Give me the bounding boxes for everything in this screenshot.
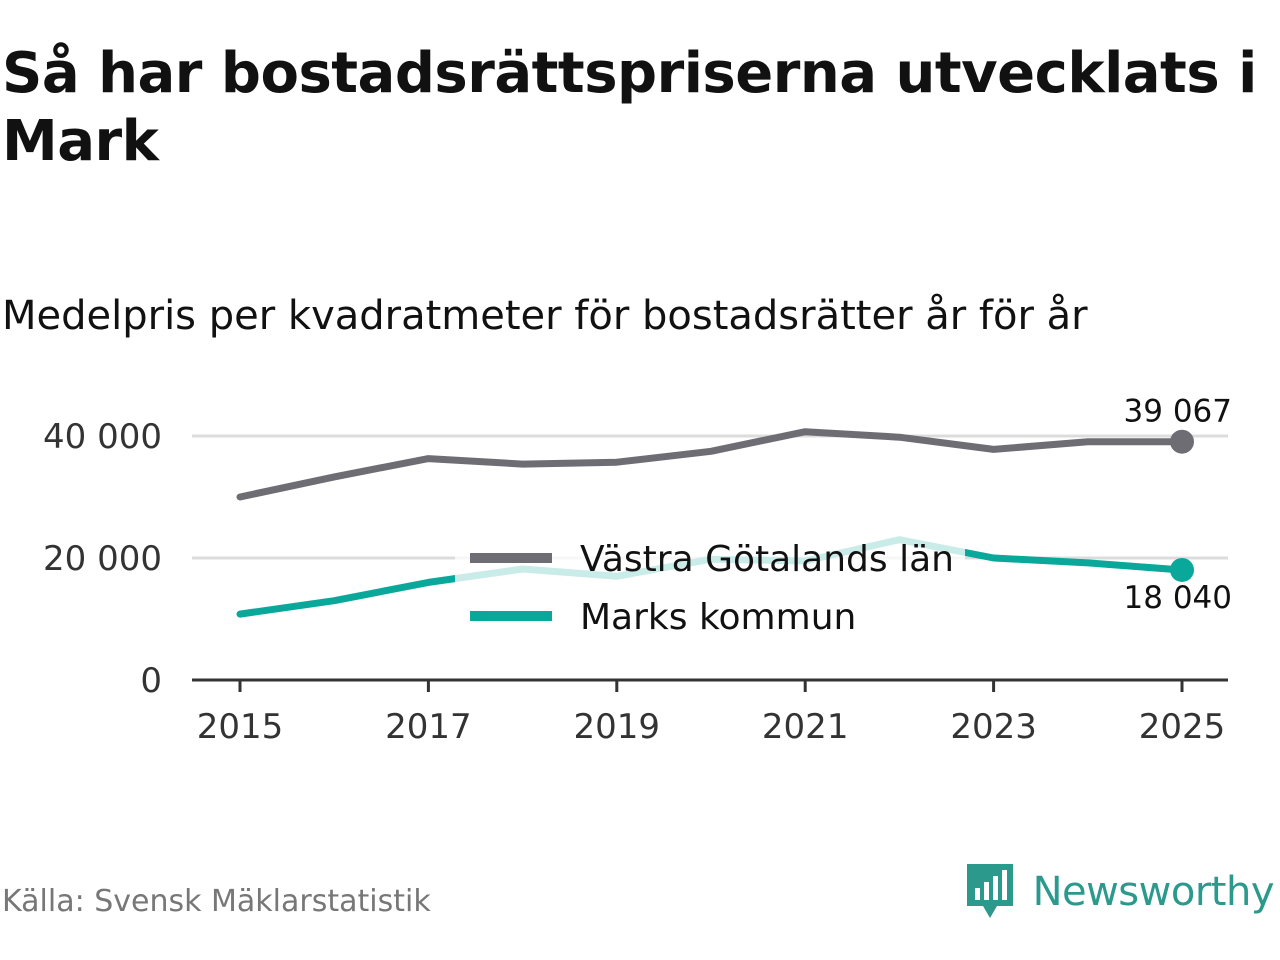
axes: 0 20 000 40 000 2015 2017 2019 2021 2023 2025 xyxy=(43,417,1228,747)
y-tick-label: 20 000 xyxy=(43,539,162,579)
legend-label: Västra Götalands län xyxy=(580,539,954,580)
x-tick-label: 2019 xyxy=(574,707,661,747)
brand-name: Newsworthy xyxy=(1032,869,1275,915)
end-value-label: 18 040 xyxy=(1124,580,1232,616)
data-labels: 39 067 18 040 xyxy=(1124,394,1232,616)
x-tick-label: 2017 xyxy=(385,707,472,747)
y-tick-label: 0 xyxy=(140,661,162,701)
legend-background xyxy=(455,532,965,644)
legend: Västra Götalands län Marks kommun xyxy=(455,532,965,644)
y-tick-label: 40 000 xyxy=(43,417,162,457)
x-tick-label: 2025 xyxy=(1139,707,1226,747)
series-line-vastra-gotaland xyxy=(236,428,1186,501)
brand-logo: Newsworthy xyxy=(965,862,1275,922)
x-tick-label: 2015 xyxy=(197,707,284,747)
x-tick-label: 2023 xyxy=(950,707,1037,747)
chart-subtitle: Medelpris per kvadratmeter för bostadsrä… xyxy=(2,293,1088,339)
legend-label: Marks kommun xyxy=(580,597,856,638)
end-value-label: 39 067 xyxy=(1124,394,1232,430)
x-tick-label: 2021 xyxy=(762,707,849,747)
newsworthy-logo-icon xyxy=(966,864,1013,918)
end-point-marker xyxy=(1170,557,1194,582)
end-point-marker xyxy=(1170,429,1194,454)
source-note: Källa: Svensk Mäklarstatistik xyxy=(2,884,431,919)
chart-title: Så har bostadsrättspriserna utvecklats i… xyxy=(2,41,1257,174)
